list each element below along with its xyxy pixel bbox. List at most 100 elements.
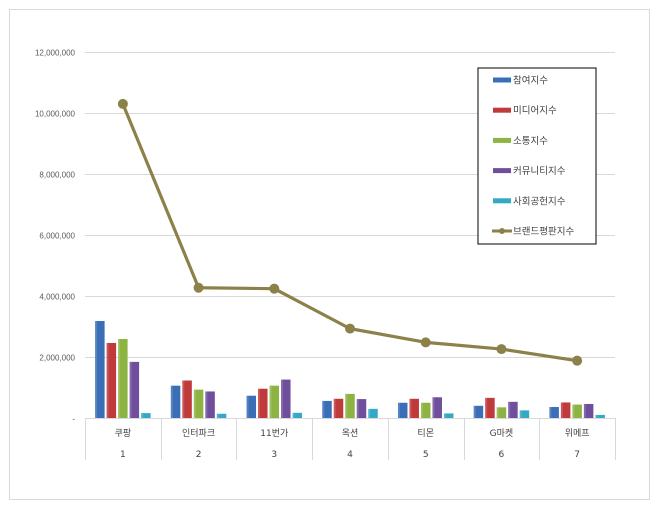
bar-highlight: [443, 413, 446, 418]
y-tick-label: 4,000,000: [39, 293, 75, 302]
category-rank: 6: [499, 450, 505, 460]
bar-3-4: [368, 408, 378, 418]
bar-highlight: [193, 389, 196, 418]
category-label: 11번가: [260, 428, 288, 439]
bar-highlight: [205, 391, 208, 418]
bar-0-2: [118, 339, 128, 418]
bar-5-3: [508, 401, 518, 418]
legend-swatch-2: [493, 137, 511, 143]
bar-1-0: [170, 385, 181, 418]
category-rank: 4: [347, 450, 353, 460]
bar-highlight: [95, 321, 98, 418]
category-label: 인터파크: [182, 428, 215, 439]
bar-3-3: [356, 399, 367, 418]
bar-highlight: [292, 412, 295, 418]
legend-label-3: 커뮤니티지수: [513, 166, 566, 177]
bar-highlight: [322, 400, 325, 418]
y-tick-label: -: [72, 415, 75, 424]
category-rank: 3: [271, 450, 277, 460]
bar-highlight: [508, 401, 511, 418]
category-rank: 2: [196, 450, 202, 460]
legend-label-1: 미디어지수: [513, 106, 557, 117]
category-rank: 7: [574, 450, 580, 460]
category-rank: 1: [120, 450, 126, 460]
bar-highlight: [216, 413, 219, 418]
bar-highlight: [281, 379, 284, 418]
bar-highlight: [246, 395, 249, 418]
legend-line-marker: [499, 228, 505, 234]
category-rank: 5: [423, 450, 429, 460]
bar-highlight: [141, 413, 144, 418]
bar-2-1: [258, 388, 268, 418]
bar-4-1: [409, 398, 419, 418]
y-tick-label: 12,000,000: [35, 49, 76, 58]
y-tick-label: 2,000,000: [39, 354, 75, 363]
bar-2-3: [281, 379, 291, 418]
legend-swatch-4: [493, 198, 511, 204]
bar-highlight: [269, 385, 272, 418]
legend-swatch-3: [493, 168, 511, 174]
bar-0-4: [141, 413, 151, 418]
bar-highlight: [397, 402, 400, 418]
bar-highlight: [560, 402, 563, 418]
legend-label-0: 참여지수: [513, 75, 548, 87]
bar-highlight: [368, 408, 371, 418]
bar-5-2: [496, 407, 507, 418]
line-marker: [572, 355, 583, 366]
bar-3-1: [333, 398, 344, 418]
bar-3-0: [322, 400, 332, 418]
gridlines: [85, 52, 615, 358]
bar-1-2: [193, 389, 204, 418]
line-marker: [269, 283, 280, 294]
line-marker: [117, 98, 128, 109]
bar-6-3: [583, 403, 594, 418]
legend-swatch-0: [493, 77, 511, 83]
bar-3-2: [345, 393, 355, 418]
category-axis-table: 쿠팡 1 인터파크 2 11번가 3 옥션 4 티몬 5 G마켓 6 위메프 7: [85, 418, 616, 460]
bar-6-0: [549, 407, 559, 418]
bar-6-2: [572, 404, 582, 418]
bar-highlight: [182, 380, 185, 418]
category-label: 티몬: [417, 428, 434, 439]
bar-highlight: [549, 407, 552, 418]
line-marker: [496, 344, 507, 355]
bar-highlight: [420, 402, 423, 418]
bar-highlight: [345, 393, 348, 418]
bar-highlight: [258, 388, 261, 418]
legend-label-4: 사회공헌지수: [513, 196, 566, 207]
bar-1-3: [205, 391, 215, 418]
legend-swatch-1: [493, 107, 511, 113]
bar-4-4: [443, 413, 454, 418]
bar-highlight: [583, 403, 586, 418]
category-label: 쿠팡: [115, 428, 132, 439]
bar-2-4: [292, 412, 303, 418]
bar-4-2: [420, 402, 431, 418]
bar-6-4: [595, 414, 605, 418]
bar-highlight: [496, 407, 499, 418]
bar-highlight: [485, 397, 488, 418]
bar-series: [95, 321, 605, 418]
legend-label-5: 브랜드평판지수: [513, 227, 574, 238]
bar-6-1: [560, 402, 571, 418]
bar-0-3: [129, 361, 140, 418]
bar-highlight: [595, 414, 598, 418]
bar-1-1: [182, 380, 192, 418]
bar-highlight: [106, 342, 109, 418]
line-series-brand-reputation: [117, 98, 583, 366]
category-label: 위메프: [565, 428, 590, 439]
bar-highlight: [519, 410, 522, 418]
line-marker: [420, 337, 431, 348]
bar-highlight: [118, 339, 121, 418]
bar-highlight: [170, 385, 173, 418]
bar-0-0: [95, 321, 105, 418]
bar-highlight: [129, 361, 132, 418]
y-tick-label: 8,000,000: [39, 171, 75, 180]
bar-highlight: [356, 399, 359, 418]
bar-highlight: [409, 398, 412, 418]
bar-5-1: [485, 397, 495, 418]
bar-2-2: [269, 385, 280, 418]
bar-2-0: [246, 395, 257, 418]
y-tick-label: 6,000,000: [39, 232, 75, 241]
